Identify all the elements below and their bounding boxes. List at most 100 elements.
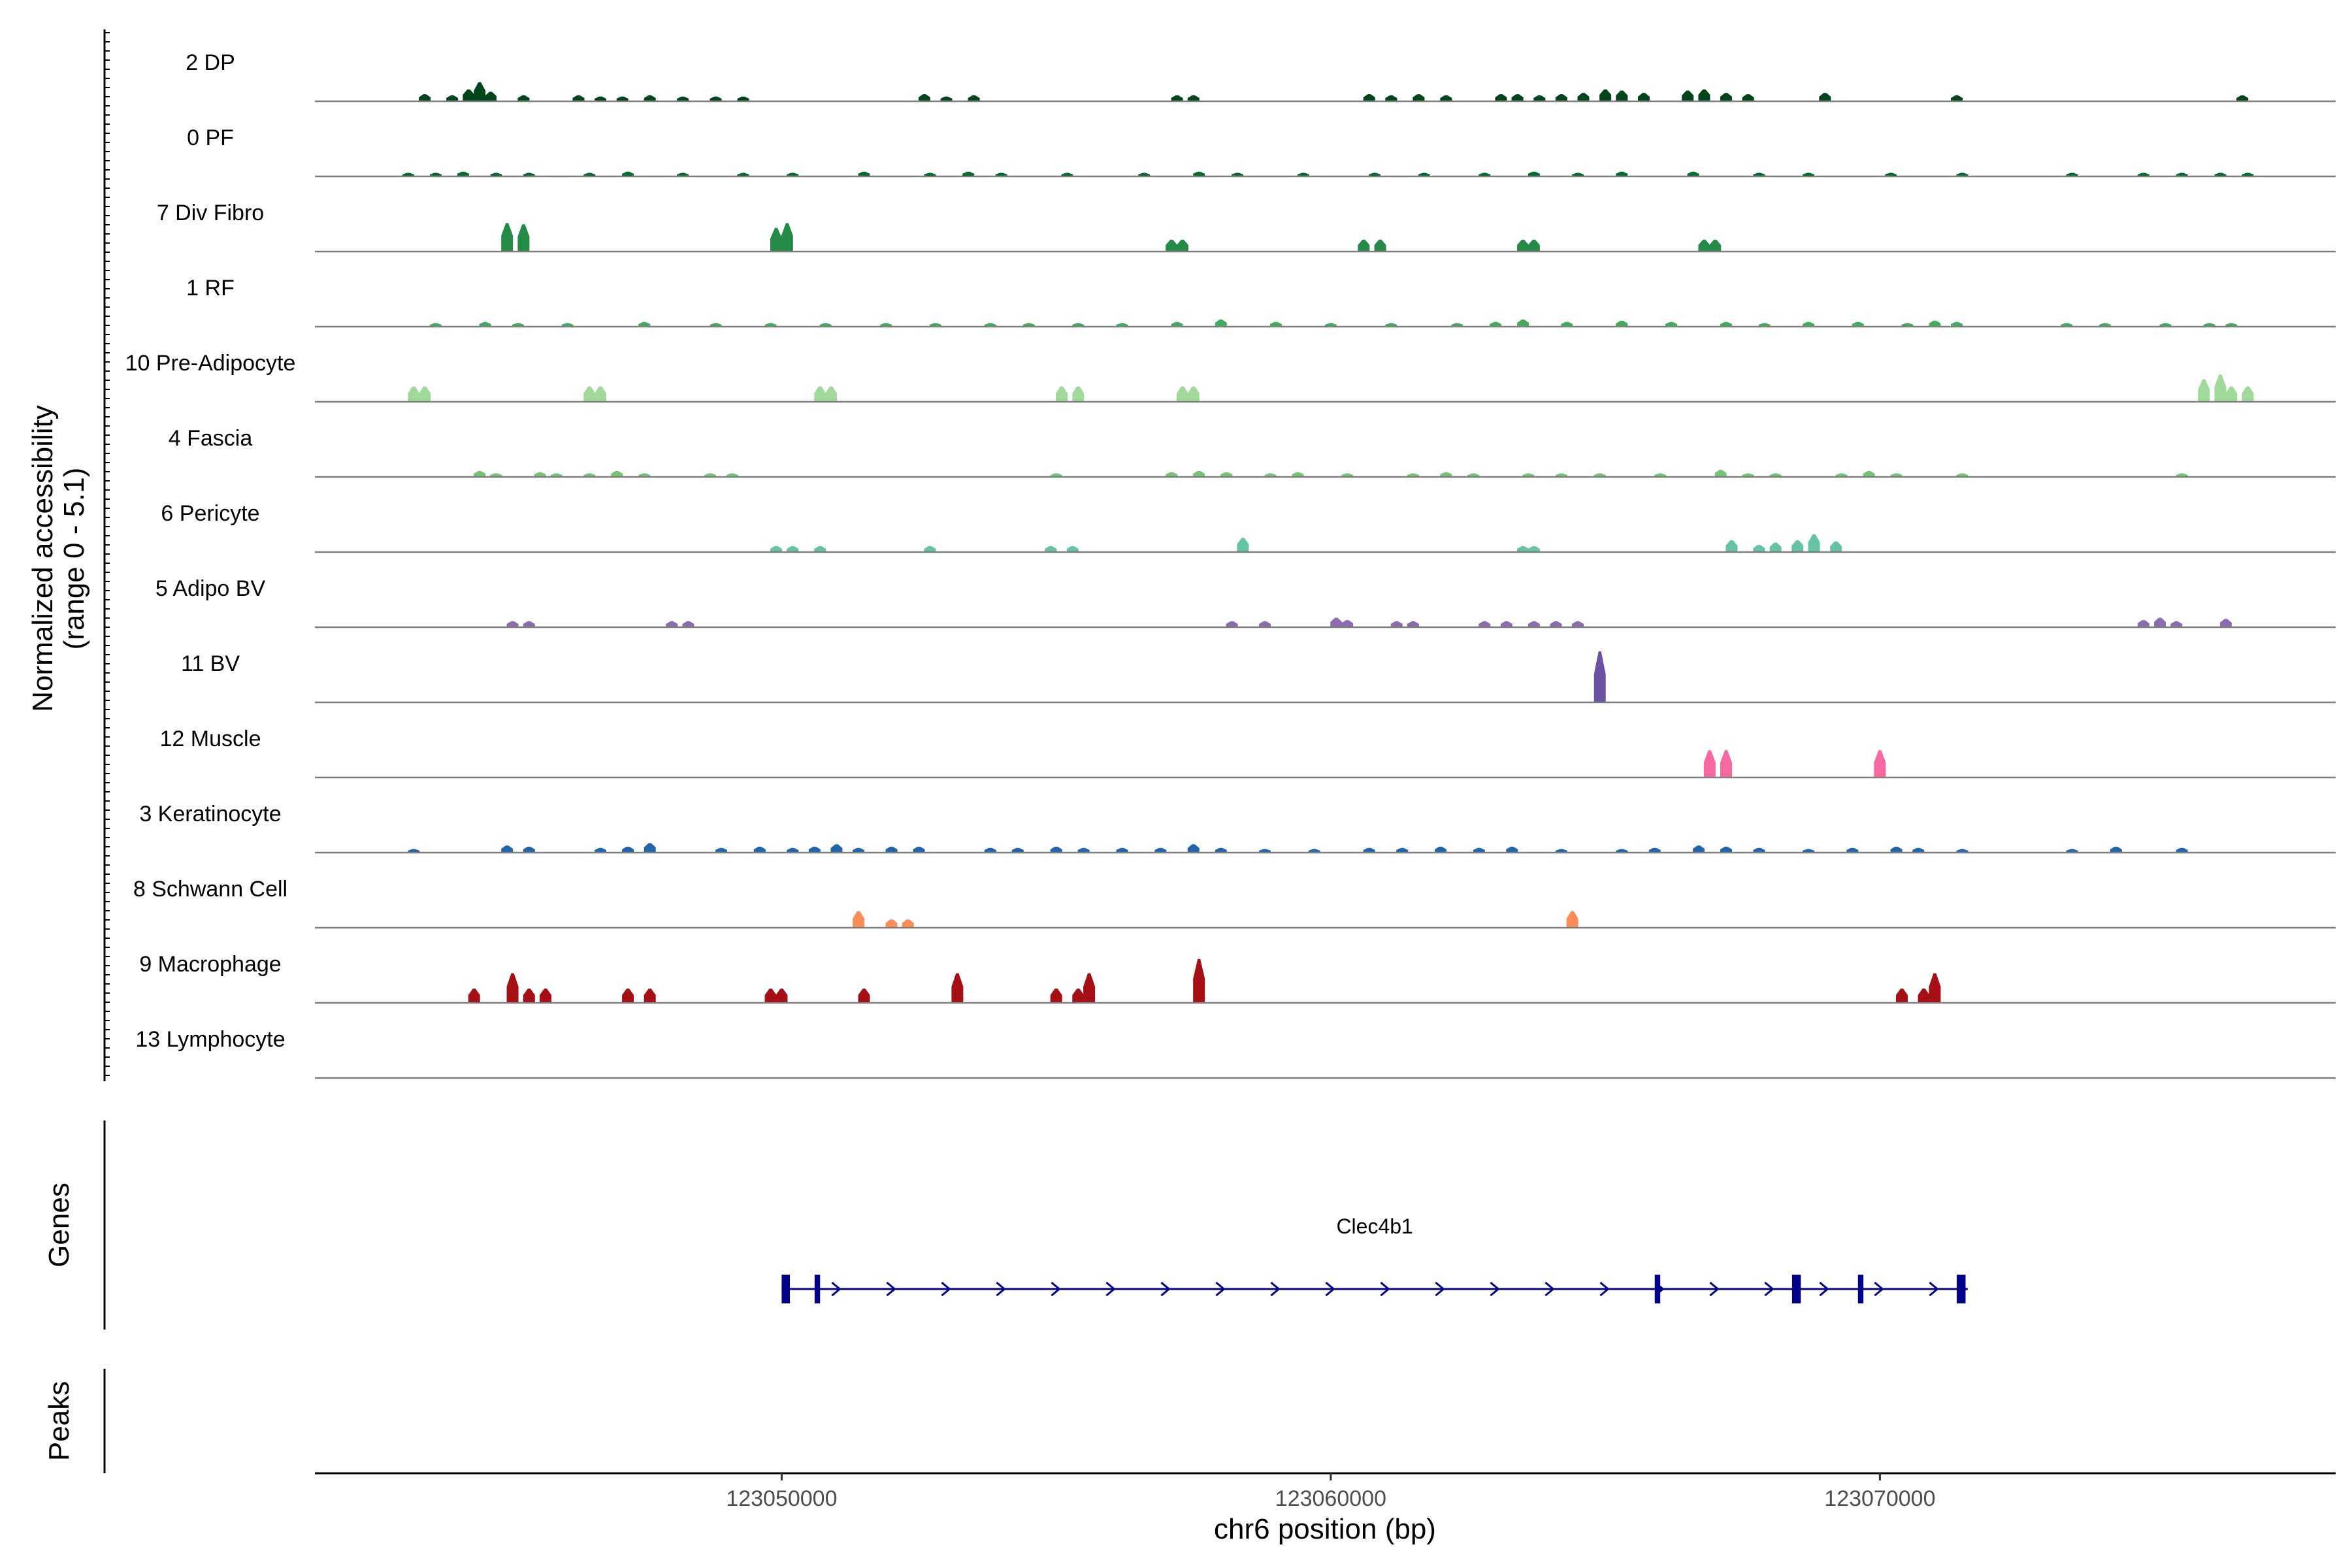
strand-arrow-icon [1270,1281,1281,1297]
coverage-peak [1769,542,1782,552]
coverage-peak [523,621,535,627]
coverage-peak [1654,473,1667,477]
coverage-peak [644,95,656,101]
coverage-peak [1720,321,1733,327]
coverage-peak [1863,470,1875,477]
coverage-peak [1593,651,1606,702]
coverage-peak [1072,323,1085,327]
coverage-peak [1226,621,1238,627]
coverage-peak [825,386,838,402]
coverage-peak [1083,973,1096,1003]
coverage-peak [523,846,535,853]
coverage-peak [1259,621,1271,627]
coverage-peak [1561,321,1573,327]
coverage-peak [506,621,519,627]
coverage-peak [644,988,656,1003]
strand-arrow-icon [831,1281,841,1297]
coverage-peak [2242,386,2254,402]
coverage-peak [1166,472,1178,477]
coverage-peak [1896,988,1908,1003]
coverage-peak [753,846,766,853]
x-axis-title: chr6 position (bp) [1214,1513,1436,1545]
coverage-peak [1171,95,1183,101]
coverage-peak [2214,172,2227,176]
coverage-peak [1237,538,1249,552]
strand-arrow-icon [1325,1281,1335,1297]
coverage-peak [638,321,651,327]
coverage-peak [1511,94,1524,101]
coverage-peak [808,846,821,853]
coverage-peak [1061,172,1073,176]
coverage-peak [2061,323,2073,327]
coverage-peak [1363,94,1375,101]
track-label: 6 Pericyte [161,501,259,526]
coverage-peak [1599,89,1612,101]
coverage-peak [1753,847,1765,853]
coverage-peak [638,473,651,477]
coverage-peak [2137,620,2149,627]
coverage-peak [1050,846,1062,853]
coverage-peak [1517,546,1529,552]
coverage-peak [1413,94,1425,101]
coverage-peak [1566,911,1578,928]
coverage-peak [853,847,865,853]
coverage-peak [474,82,486,101]
coverage-peak [1742,94,1754,101]
coverage-peak [1390,621,1403,627]
coverage-peak [1176,386,1188,402]
coverage-peak [1385,323,1397,327]
coverage-peak [534,472,546,477]
coverage-peak [622,171,634,176]
track-label: 0 PF [187,125,234,150]
coverage-peak [2099,323,2111,327]
coverage-peak [616,96,629,101]
gene-exon [1654,1275,1661,1303]
coverage-peak [737,172,749,176]
coverage-peak [853,911,865,928]
coverage-peak [1522,473,1535,477]
strand-arrow-icon [1490,1281,1500,1297]
coverage-peak [1725,540,1738,552]
coverage-peak [1555,473,1567,477]
coverage-peak [1269,321,1282,327]
coverage-y-axis-ticks [105,32,110,1076]
coverage-peak [770,227,783,252]
coverage-peak [1324,323,1337,327]
coverage-peak [512,323,524,327]
coverage-peak [2219,619,2232,627]
coverage-peak [682,621,694,627]
coverage-peak [1742,473,1754,477]
coverage-peak [1616,849,1628,853]
coverage-peak [1527,171,1540,176]
coverage-peak [1703,750,1716,777]
coverage-peak [1050,988,1062,1003]
coverage-peak [1478,172,1491,176]
strand-arrow-icon [1380,1281,1390,1297]
coverage-peak [583,473,596,477]
coverage-peak [2066,849,2078,853]
coverage-peak [1637,93,1650,101]
coverage-peak [523,988,535,1003]
coverage-peak [1011,847,1024,853]
coverage-peak [1440,95,1452,101]
coverage-peak [710,96,722,101]
coverage-peak [595,847,607,853]
coverage-peak [781,223,793,252]
track-label: 8 Schwann Cell [133,877,287,902]
coverage-peak [622,846,634,853]
coverage-peak [1890,846,1903,853]
strand-arrow-icon [1215,1281,1226,1297]
coverage-peak [2236,95,2249,101]
gene-exon [1791,1275,1801,1303]
coverage-peak [787,546,799,552]
coverage-peak [2176,473,2188,477]
coverage-peak [1803,849,1815,853]
coverage-peak [787,847,799,853]
coverage-peak [1056,386,1068,402]
coverage-peak [764,988,777,1003]
track-label: 10 Pre-Adipocyte [125,351,296,376]
coverage-peak [1215,319,1227,327]
coverage-peak [1687,171,1699,176]
coverage-peak [1791,540,1804,552]
